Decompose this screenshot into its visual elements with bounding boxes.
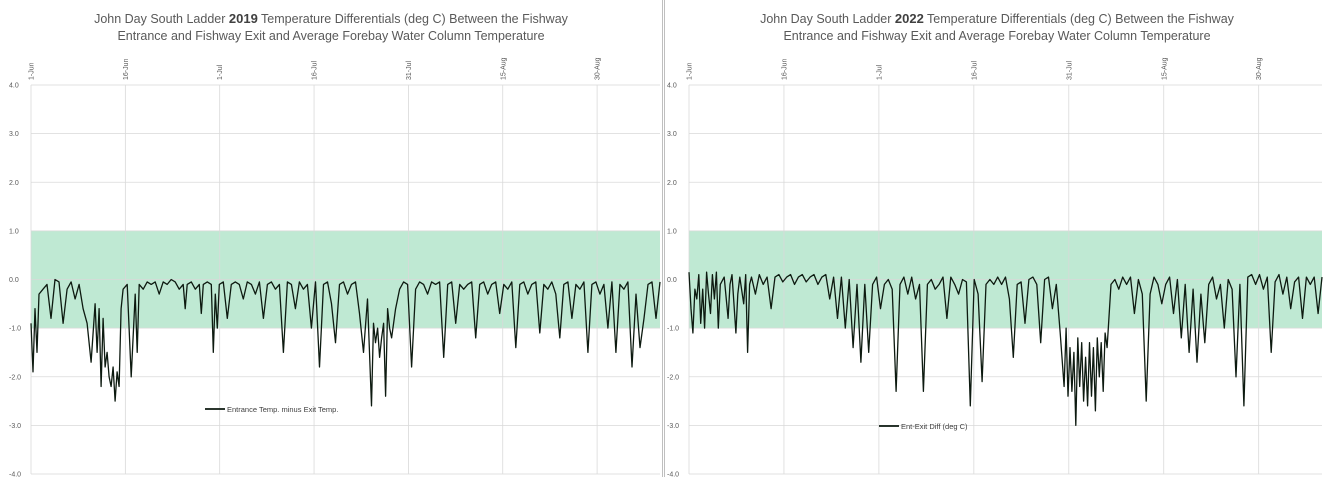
title-suffix: Temperature Differentials (deg C) Betwee… [923, 12, 1234, 26]
series-line [688, 271, 1323, 427]
x-tick-label: 1-Jun [687, 62, 694, 80]
y-tick-label: 1.0 [9, 228, 19, 235]
x-tick-label: 1-Jul [876, 64, 883, 80]
y-tick-label: 1.0 [667, 228, 677, 235]
x-tick-label: 31-Jul [406, 60, 413, 80]
y-tick-label: 2.0 [9, 180, 19, 187]
title-line-2: Entrance and Fishway Exit and Average Fo… [117, 29, 545, 43]
x-tick-label: 16-Jul [312, 60, 319, 80]
x-tick-label: 16-Jun [123, 58, 130, 80]
title-year: 2019 [228, 11, 258, 26]
title-year: 2022 [894, 11, 924, 26]
y-tick-label: -1.0 [9, 326, 21, 333]
title-prefix: John Day South Ladder [94, 12, 229, 26]
x-tick-label: 16-Jul [971, 60, 978, 80]
x-tick-label: 15-Aug [1161, 57, 1168, 80]
y-tick-label: 0.0 [667, 277, 677, 284]
chart-svg: 4.0 3.0 2.0 1.0 0.0 -1.0 -2.0 -3.0 -4.0 1-Jun 16-J… [667, 57, 1323, 477]
title-suffix: Temperature Differentials (deg C) Betwee… [257, 12, 568, 26]
y-tick-label: -4.0 [667, 472, 679, 477]
y-tick-label: -2.0 [9, 374, 21, 381]
y-tick-label: 2.0 [667, 180, 677, 187]
legend-label: Entrance Temp. minus Exit Temp. [227, 405, 338, 414]
chart-svg: 4.0 3.0 2.0 1.0 0.0 -1.0 -2.0 -3.0 -4.0 1-Jun 16-J… [9, 57, 661, 477]
x-tick-label: 30-Aug [595, 57, 602, 80]
x-tick-label: 30-Aug [1256, 57, 1263, 80]
chart-panel-2019: John Day South Ladder 2019 Temperature D… [0, 0, 663, 477]
y-tick-label: 0.0 [9, 277, 19, 284]
chart-title: John Day South Ladder 2022 Temperature D… [665, 10, 1328, 45]
chart-panel-2022: John Day South Ladder 2022 Temperature D… [664, 0, 1328, 477]
series-line [30, 278, 661, 407]
y-tick-label: -3.0 [9, 423, 21, 430]
y-tick-label: 4.0 [667, 83, 677, 90]
x-tick-label: 1-Jul [217, 64, 224, 80]
y-tick-label: -3.0 [667, 423, 679, 430]
y-tick-label: -1.0 [667, 326, 679, 333]
y-tick-label: 3.0 [9, 131, 19, 138]
y-tick-label: 3.0 [667, 131, 677, 138]
chart-title: John Day South Ladder 2019 Temperature D… [0, 10, 662, 45]
title-prefix: John Day South Ladder [760, 12, 895, 26]
legend-label: Ent-Exit Diff (deg C) [901, 422, 968, 431]
y-tick-label: 4.0 [9, 83, 19, 90]
x-tick-label: 15-Aug [500, 57, 507, 80]
y-tick-label: -2.0 [667, 374, 679, 381]
x-tick-label: 31-Jul [1066, 60, 1073, 80]
title-line-2: Entrance and Fishway Exit and Average Fo… [783, 29, 1211, 43]
x-tick-label: 1-Jun [29, 62, 36, 80]
x-tick-label: 16-Jun [781, 58, 788, 80]
y-tick-label: -4.0 [9, 472, 21, 477]
